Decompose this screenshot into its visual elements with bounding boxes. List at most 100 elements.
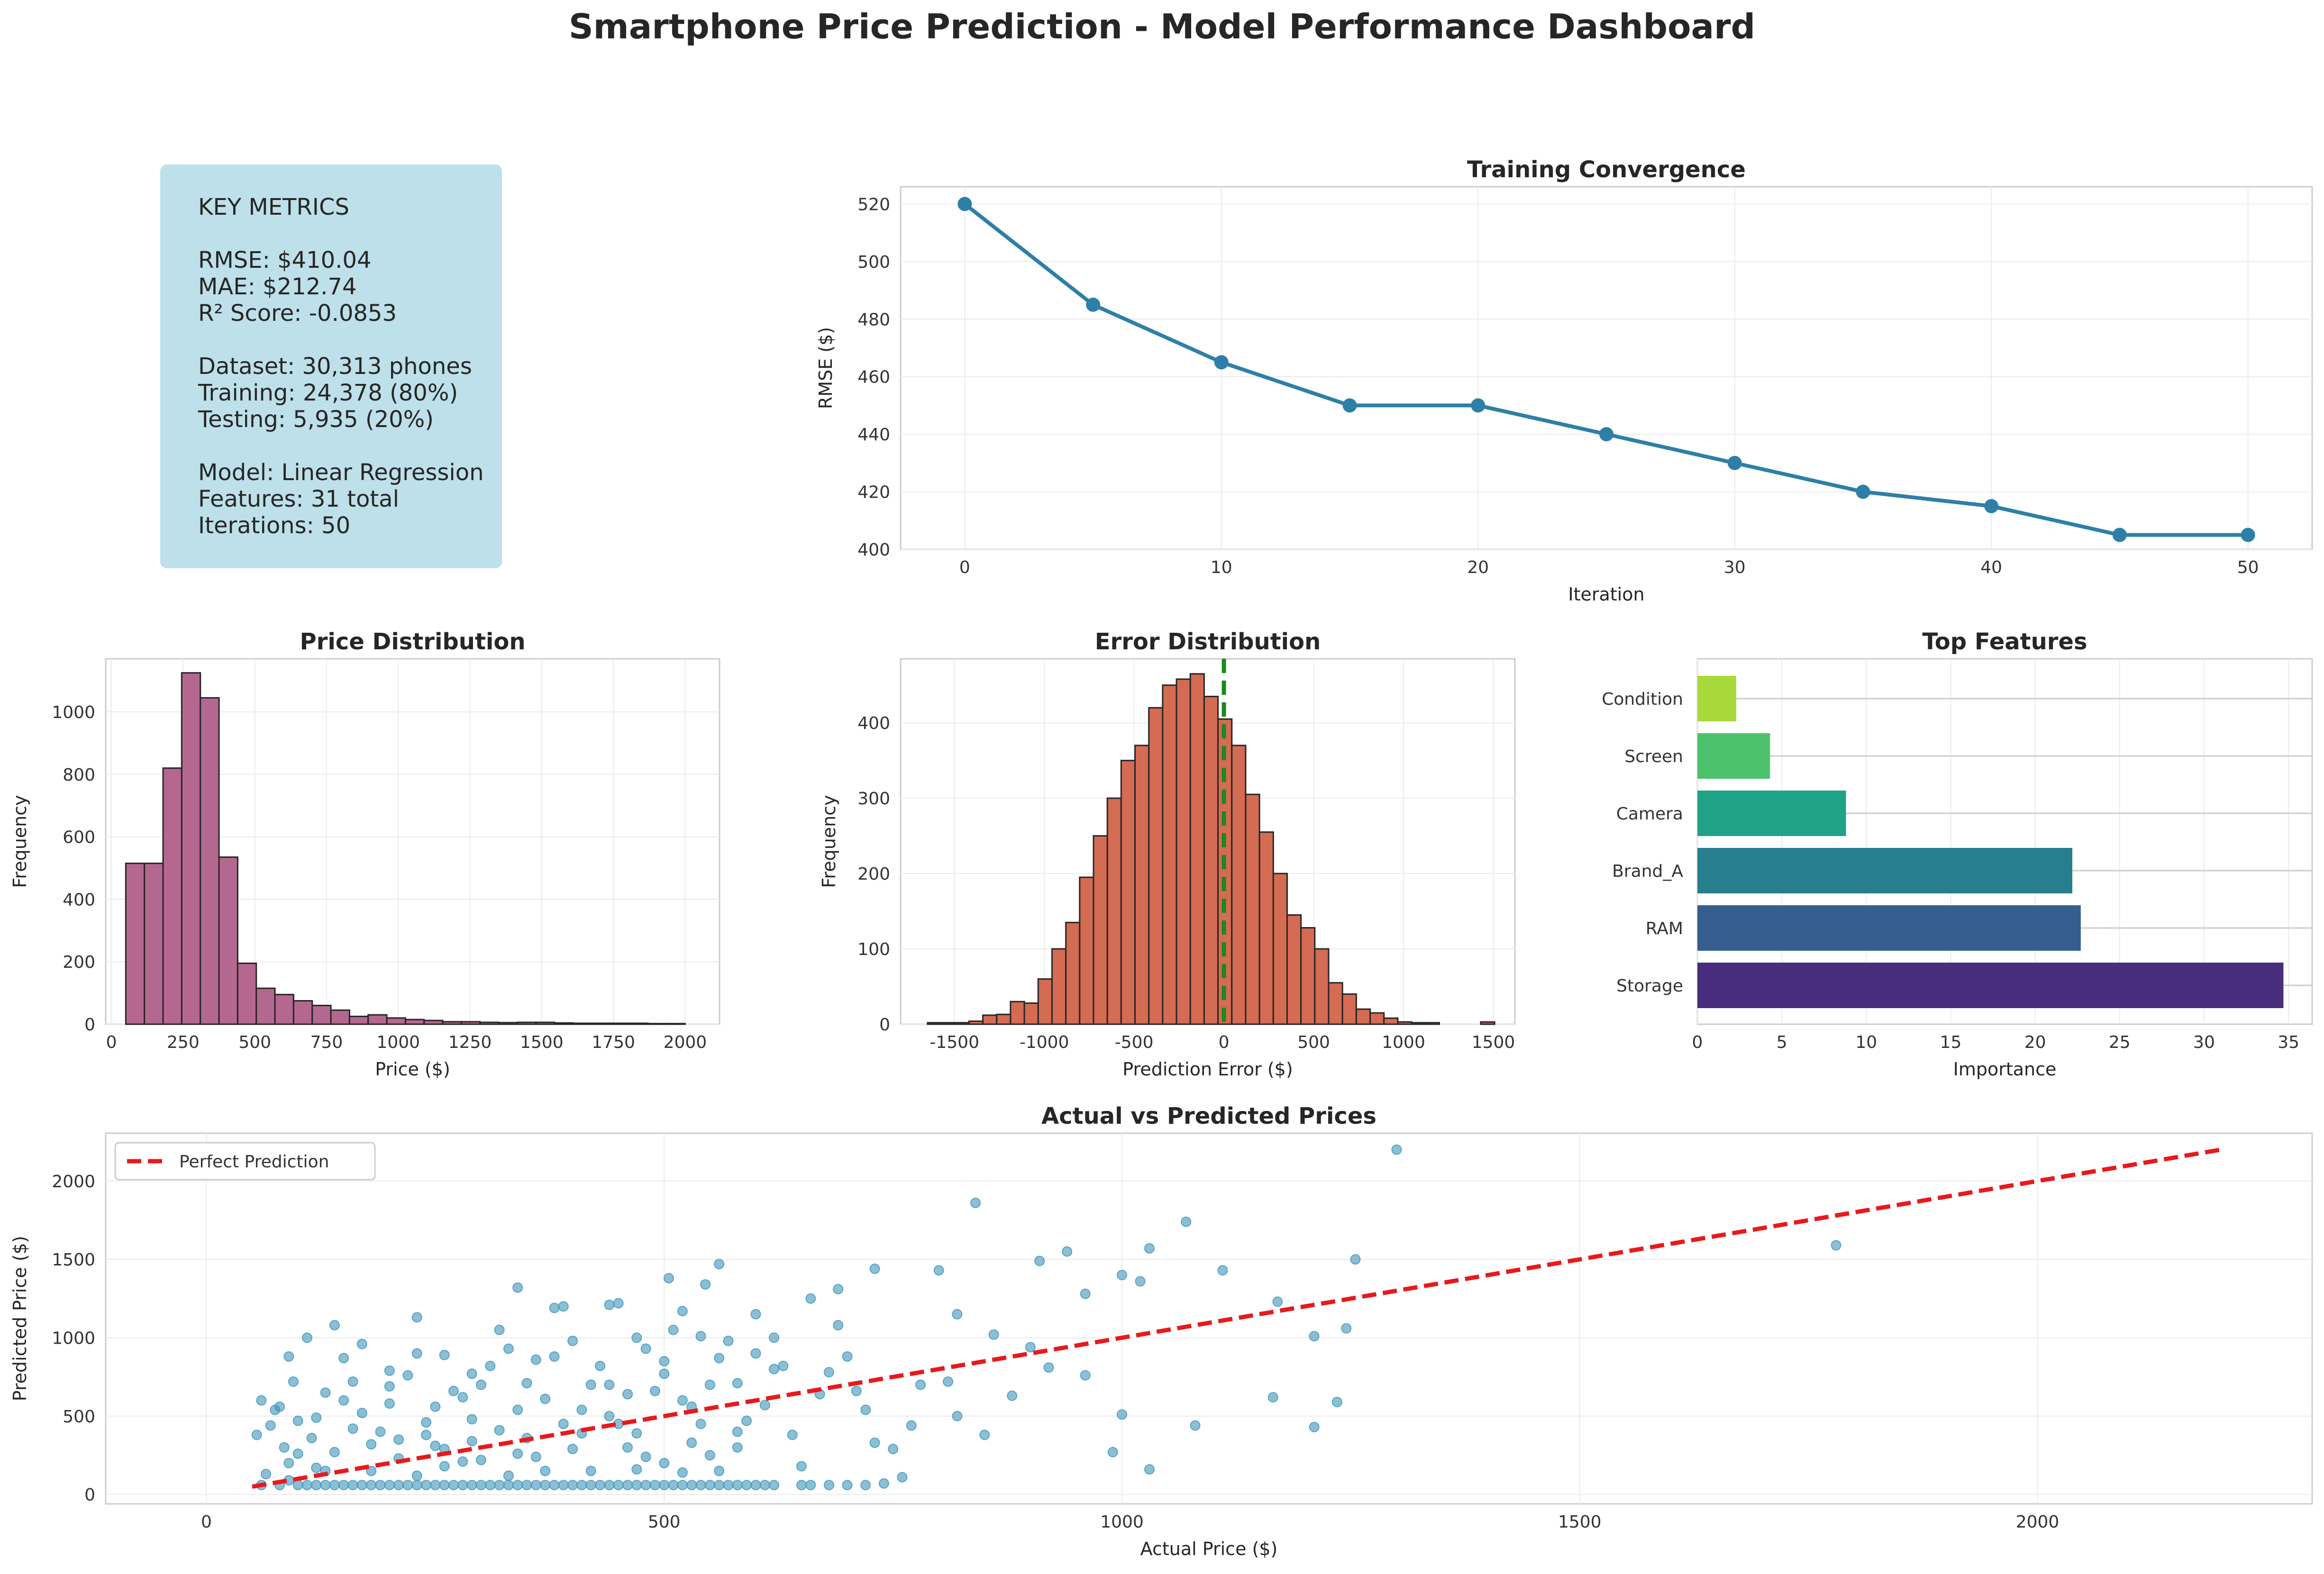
error-distribution-bar xyxy=(968,1020,984,1025)
top-features-x-axis-label: Importance xyxy=(1953,1059,2057,1080)
actual-vs-predicted-y-tick-label: 500 xyxy=(63,1407,95,1427)
scatter-point xyxy=(695,1480,706,1491)
error-distribution-bar xyxy=(1010,1001,1025,1025)
scatter-point xyxy=(338,1480,349,1491)
scatter-point xyxy=(759,1480,770,1491)
scatter-point xyxy=(851,1385,862,1396)
scatter-point xyxy=(1135,1276,1146,1287)
scatter-point xyxy=(567,1444,578,1455)
metric-line: Model: Linear Regression xyxy=(198,459,484,486)
scatter-point xyxy=(1217,1265,1228,1276)
scatter-point xyxy=(833,1320,844,1331)
error-distribution-bar xyxy=(1355,1008,1371,1025)
scatter-point xyxy=(411,1470,422,1481)
error-distribution-bar xyxy=(927,1022,942,1025)
scatter-point xyxy=(677,1480,688,1491)
scatter-point xyxy=(540,1480,551,1491)
scatter-point xyxy=(649,1480,660,1491)
scatter-point xyxy=(540,1465,551,1476)
scatter-point xyxy=(1144,1464,1155,1475)
scatter-point xyxy=(677,1306,688,1317)
price-distribution-bar xyxy=(516,1021,537,1025)
price-distribution-bar xyxy=(144,863,164,1025)
scatter-point xyxy=(778,1361,789,1372)
scatter-point xyxy=(714,1480,725,1491)
scatter-point xyxy=(631,1332,642,1343)
scatter-point xyxy=(1117,1409,1128,1420)
error-distribution-x-tick-label: 1500 xyxy=(1472,1033,1515,1052)
scatter-point xyxy=(430,1480,441,1491)
scatter-point xyxy=(622,1442,633,1453)
scatter-point xyxy=(283,1458,294,1469)
scatter-point xyxy=(256,1395,267,1406)
scatter-point xyxy=(567,1336,578,1347)
scatter-point xyxy=(347,1423,358,1434)
top-features-x-tick-label: 10 xyxy=(1855,1033,1877,1052)
scatter-point xyxy=(613,1298,624,1309)
error-distribution-bar xyxy=(1314,948,1330,1025)
scatter-point xyxy=(494,1480,505,1491)
scatter-point xyxy=(448,1480,459,1491)
error-distribution-bar xyxy=(1300,927,1316,1025)
scatter-point xyxy=(604,1300,615,1310)
price-distribution-x-tick-label: 1500 xyxy=(520,1033,564,1052)
scatter-point xyxy=(622,1480,633,1491)
scatter-point xyxy=(823,1480,834,1491)
price-distribution-y-tick-label: 600 xyxy=(63,828,95,847)
scatter-point xyxy=(251,1429,262,1440)
scatter-point xyxy=(1350,1254,1361,1265)
convergence-y-tick-label: 480 xyxy=(857,310,890,329)
scatter-point xyxy=(521,1480,532,1491)
price-distribution-bar xyxy=(591,1022,611,1025)
price-distribution-x-tick-label: 1000 xyxy=(376,1033,420,1052)
scatter-point xyxy=(796,1461,807,1472)
scatter-point xyxy=(366,1439,377,1450)
error-distribution-x-tick-label: -500 xyxy=(1115,1033,1154,1052)
price-distribution-x-tick-label: 0 xyxy=(106,1033,117,1052)
convergence-title: Training Convergence xyxy=(1467,156,1746,183)
error-distribution-bar xyxy=(954,1022,970,1025)
error-distribution-bar xyxy=(1480,1021,1495,1025)
scatter-point xyxy=(869,1264,880,1274)
convergence-point xyxy=(1984,499,1999,513)
actual-vs-predicted-x-tick-label: 0 xyxy=(201,1512,212,1532)
scatter-point xyxy=(475,1480,486,1491)
scatter-point xyxy=(631,1480,642,1491)
price-distribution-y-tick-label: 0 xyxy=(84,1015,95,1035)
scatter-point xyxy=(265,1420,276,1431)
top-features-x-tick-label: 20 xyxy=(2024,1033,2046,1052)
scatter-point xyxy=(292,1415,303,1426)
scatter-point xyxy=(842,1480,853,1491)
convergence-point xyxy=(1214,355,1229,370)
convergence-y-tick-label: 520 xyxy=(857,195,890,214)
convergence-y-tick-label: 500 xyxy=(857,253,890,272)
error-distribution-bar xyxy=(1341,993,1357,1025)
price-distribution-y-tick-label: 200 xyxy=(63,953,95,972)
scatter-point xyxy=(1341,1323,1352,1334)
convergence-x-tick-label: 40 xyxy=(1980,558,2002,577)
scatter-point xyxy=(805,1293,816,1304)
scatter-point xyxy=(604,1379,615,1390)
scatter-point xyxy=(567,1480,578,1491)
error-distribution-bar xyxy=(1383,1017,1399,1025)
scatter-point xyxy=(659,1368,670,1379)
price-distribution-bar xyxy=(498,1022,518,1025)
scatter-point xyxy=(521,1378,532,1389)
scatter-point xyxy=(700,1279,711,1290)
top-features-category-label: Camera xyxy=(1616,804,1683,824)
scatter-point xyxy=(1309,1421,1320,1432)
top-features-category-label: Screen xyxy=(1624,747,1683,766)
scatter-point xyxy=(805,1480,816,1491)
scatter-point xyxy=(402,1480,413,1491)
error-distribution-bar xyxy=(1203,695,1219,1025)
scatter-point xyxy=(393,1480,404,1491)
scatter-point xyxy=(1062,1246,1073,1257)
convergence-point xyxy=(2112,528,2127,542)
scatter-point xyxy=(732,1442,743,1453)
scatter-point xyxy=(329,1480,340,1491)
convergence-point xyxy=(1856,484,1870,499)
top-features-title: Top Features xyxy=(1922,628,2087,655)
scatter-point xyxy=(1190,1420,1201,1431)
scatter-point xyxy=(421,1417,432,1428)
metric-line: R² Score: -0.0853 xyxy=(198,300,397,327)
